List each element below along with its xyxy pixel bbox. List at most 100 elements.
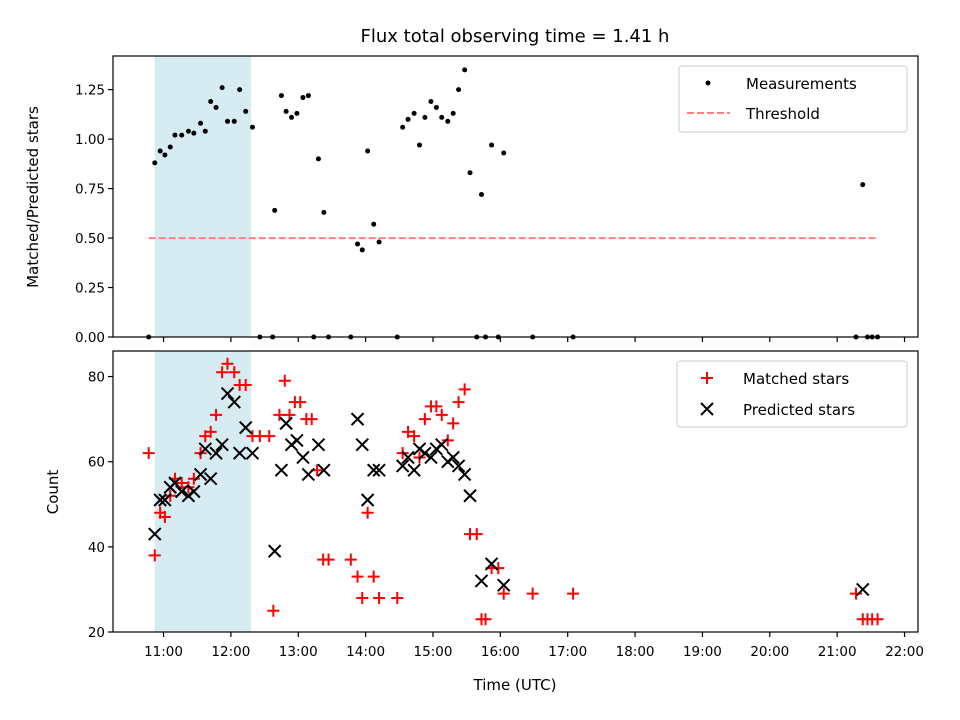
x-tick-label: 21:00 bbox=[818, 644, 857, 660]
x-tick-label: 14:00 bbox=[346, 644, 385, 660]
legend-predicted-label: Predicted stars bbox=[743, 401, 855, 419]
predicted-star-point bbox=[311, 437, 326, 452]
predicted-star-point bbox=[418, 446, 432, 460]
matched-star-point bbox=[492, 562, 505, 575]
predicted-star-point bbox=[153, 493, 167, 507]
predicted-star-point bbox=[401, 450, 415, 465]
x-tick-label: 19:00 bbox=[683, 644, 722, 660]
measurement-point bbox=[462, 67, 468, 73]
x-tick-label: 20:00 bbox=[750, 644, 789, 660]
measurement-point bbox=[208, 99, 214, 105]
bottom-y-axis-label: Count bbox=[44, 470, 62, 515]
predicted-star-point bbox=[366, 463, 381, 477]
matched-star-point bbox=[142, 447, 155, 460]
matched-star-point bbox=[850, 587, 863, 600]
matched-star-point bbox=[273, 408, 286, 421]
top-legend-box bbox=[678, 65, 908, 133]
measurement-point bbox=[225, 118, 231, 124]
matched-star-point bbox=[356, 591, 369, 604]
predicted-star-point bbox=[238, 420, 253, 435]
axes-frame bbox=[112, 350, 919, 633]
x-tick-label: 22:00 bbox=[885, 644, 924, 660]
matched-star-point bbox=[447, 417, 460, 430]
measurement-point bbox=[289, 114, 295, 120]
legend-matched-marker bbox=[701, 372, 713, 384]
measurement-point bbox=[371, 221, 377, 227]
matched-star-point bbox=[148, 549, 161, 562]
predicted-star-point bbox=[245, 446, 260, 460]
x-tick-label: 15:00 bbox=[414, 644, 453, 660]
measurement-point bbox=[365, 148, 371, 154]
predicted-star-point bbox=[446, 450, 460, 465]
measurement-point bbox=[501, 150, 507, 156]
x-tick-label: 12:00 bbox=[211, 644, 250, 660]
matched-star-point bbox=[391, 591, 404, 604]
y-tick-label: 1.00 bbox=[75, 132, 105, 148]
measurement-point bbox=[219, 85, 225, 91]
top-panel: Flux total observing time = 1.41 h Match… bbox=[24, 26, 919, 346]
matched-star-point bbox=[470, 528, 483, 541]
predicted-star-point bbox=[301, 467, 316, 482]
predicted-star-point bbox=[232, 446, 247, 460]
matched-star-point bbox=[567, 587, 580, 600]
bottom-legend-box bbox=[676, 360, 908, 428]
matched-star-point bbox=[458, 383, 471, 396]
predicted-star-point bbox=[856, 582, 870, 597]
measurement-point bbox=[283, 108, 289, 114]
measurement-point bbox=[450, 110, 456, 116]
predicted-star-point bbox=[424, 450, 438, 465]
matched-star-point bbox=[204, 425, 217, 438]
measurement-point bbox=[198, 120, 204, 126]
y-tick-label: 60 bbox=[88, 455, 105, 471]
matched-star-point bbox=[479, 613, 492, 626]
measurement-point bbox=[359, 247, 365, 253]
bottom-legend: Matched stars Predicted stars bbox=[676, 360, 908, 428]
measurement-point bbox=[445, 118, 451, 124]
matched-star-point bbox=[210, 408, 223, 421]
measurement-point bbox=[315, 156, 321, 162]
matched-star-point bbox=[497, 587, 510, 600]
legend-measurements-marker bbox=[705, 80, 711, 86]
predicted-star-point bbox=[193, 467, 208, 482]
predicted-star-point bbox=[451, 459, 466, 473]
series-1-1 bbox=[148, 386, 870, 597]
measurement-point bbox=[300, 95, 306, 101]
y-tick-label: 1.25 bbox=[75, 83, 105, 99]
matched-star-point bbox=[361, 506, 374, 519]
highlight-span bbox=[154, 56, 252, 337]
matched-star-point bbox=[267, 604, 280, 617]
measurement-point bbox=[191, 130, 197, 136]
measurement-point bbox=[467, 170, 473, 176]
measurement-point bbox=[376, 239, 382, 245]
top-plot-layer: 0.00 0.25 0.50 0.75 1.00 1.25 bbox=[75, 55, 919, 346]
matched-star-point bbox=[175, 476, 188, 489]
x-tick-label: 13:00 bbox=[279, 644, 318, 660]
y-tick-label: 80 bbox=[88, 370, 105, 386]
matched-star-point bbox=[452, 396, 465, 409]
predicted-star-point bbox=[484, 557, 499, 571]
measurement-point bbox=[405, 116, 411, 122]
predicted-star-point bbox=[290, 433, 304, 448]
y-tick-label: 40 bbox=[88, 540, 105, 556]
matched-star-point bbox=[871, 613, 884, 626]
x-tick-label: 18:00 bbox=[616, 644, 655, 660]
legend-matched-label: Matched stars bbox=[743, 370, 849, 388]
measurement-point bbox=[433, 104, 439, 110]
measurement-point bbox=[179, 132, 185, 138]
predicted-star-point bbox=[474, 574, 489, 588]
predicted-star-point bbox=[395, 459, 410, 473]
matched-star-point bbox=[278, 374, 291, 387]
measurement-point bbox=[157, 148, 163, 154]
predicted-star-point bbox=[203, 472, 218, 486]
chart-title: Flux total observing time = 1.41 h bbox=[361, 26, 670, 47]
matched-star-point bbox=[435, 408, 448, 421]
measurement-point bbox=[400, 124, 406, 130]
measurement-point bbox=[237, 87, 243, 93]
matched-star-point bbox=[305, 413, 318, 426]
top-y-axis-label: Matched/Predicted stars bbox=[24, 106, 42, 288]
x-tick-label: 17:00 bbox=[548, 644, 587, 660]
x-tick-label: 16:00 bbox=[481, 644, 520, 660]
matched-star-point bbox=[239, 379, 252, 392]
legend-threshold-label: Threshold bbox=[745, 105, 820, 123]
